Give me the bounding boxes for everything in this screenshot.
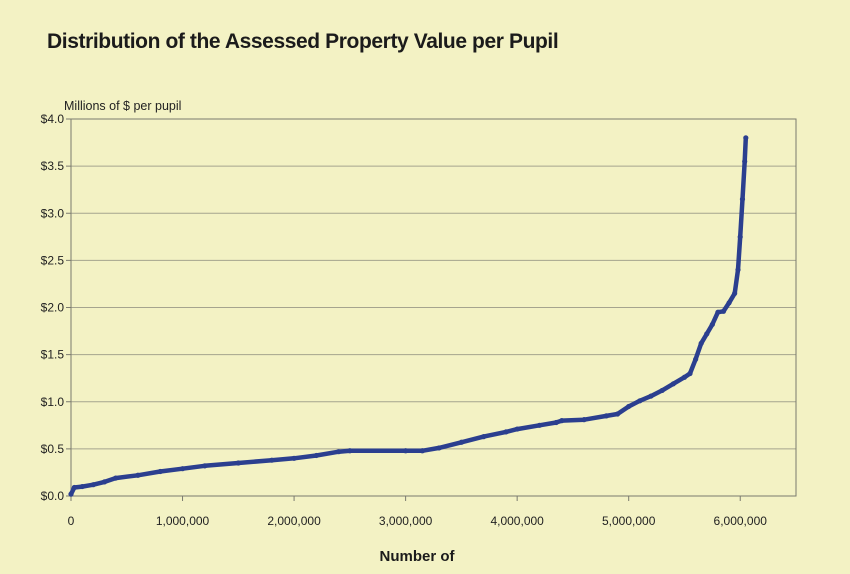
- data-point: [603, 413, 609, 419]
- data-point: [347, 448, 353, 454]
- data-point: [553, 419, 559, 426]
- y-tick-label: $2.5: [41, 253, 65, 267]
- x-tick-label: 2,000,000: [267, 514, 321, 528]
- data-point: [698, 340, 704, 346]
- y-axis-ticks: $0.0 $0.5 $1.0 $1.5 $2.0 $2.5 $3.0 $3.5 $4.0: [41, 112, 71, 503]
- data-point: [720, 308, 727, 314]
- data-point: [101, 479, 108, 485]
- data-point: [403, 448, 409, 454]
- x-tick-label: 4,000,000: [490, 514, 544, 528]
- y-tick-label: $3.0: [41, 206, 65, 220]
- data-point: [581, 417, 587, 423]
- data-point: [659, 387, 665, 394]
- data-point: [458, 439, 464, 445]
- data-point: [514, 426, 520, 432]
- data-point: [726, 300, 732, 306]
- x-tick-label: 1,000,000: [156, 514, 210, 528]
- data-point: [71, 484, 77, 491]
- data-point: [157, 468, 163, 475]
- data-point: [68, 491, 74, 497]
- data-point: [291, 455, 297, 461]
- data-point: [704, 331, 710, 337]
- y-tick-label: $0.0: [41, 489, 65, 503]
- data-point: [481, 434, 487, 440]
- data-point: [637, 398, 643, 404]
- y-tick-label: $4.0: [41, 112, 65, 126]
- x-tick-label: 6,000,000: [714, 514, 768, 528]
- gridlines: [71, 165, 796, 450]
- data-point: [419, 448, 425, 454]
- data-point: [336, 449, 342, 455]
- x-tick-label: 3,000,000: [379, 514, 433, 528]
- data-point: [709, 321, 715, 328]
- x-axis-ticks: 0 1,000,000 2,000,000 3,000,000 4,000,000 5,0…: [68, 496, 768, 528]
- data-point: [135, 472, 141, 478]
- series-layer: [68, 135, 749, 497]
- data-point: [559, 418, 565, 424]
- data-point: [79, 483, 85, 490]
- y-tick-label: $3.5: [41, 159, 65, 173]
- data-point: [202, 463, 208, 469]
- x-tick-label: 5,000,000: [602, 514, 656, 528]
- data-point: [90, 482, 96, 488]
- y-tick-label: $2.0: [41, 301, 65, 315]
- data-point: [235, 460, 241, 466]
- y-tick-label: $1.5: [41, 348, 65, 362]
- y-tick-label: $0.5: [41, 442, 65, 456]
- x-tick-label: 0: [68, 514, 75, 528]
- data-point: [732, 290, 738, 296]
- data-point: [648, 393, 654, 399]
- y-axis-label: Millions of $ per pupil: [64, 99, 182, 113]
- data-point: [614, 411, 621, 417]
- data-point: [626, 403, 632, 410]
- data-point: [739, 196, 746, 202]
- data-point: [179, 466, 186, 472]
- chart-title: Distribution of the Assessed Property Va…: [47, 30, 559, 53]
- data-point: [436, 445, 442, 451]
- data-point: [536, 422, 543, 428]
- data-point: [313, 452, 319, 459]
- data-point: [503, 429, 509, 435]
- y-tick-label: $1.0: [41, 395, 65, 409]
- data-point: [743, 135, 749, 141]
- data-point: [715, 309, 721, 315]
- x-axis-label: Number of: [379, 548, 455, 565]
- data-point: [742, 158, 748, 165]
- data-point: [693, 356, 699, 362]
- data-point: [681, 374, 688, 380]
- data-point: [735, 267, 741, 273]
- data-point: [113, 475, 119, 481]
- series-line: [68, 135, 749, 497]
- data-point: [687, 370, 693, 377]
- data-point: [670, 381, 676, 387]
- data-point: [269, 457, 275, 463]
- data-point: [737, 234, 743, 240]
